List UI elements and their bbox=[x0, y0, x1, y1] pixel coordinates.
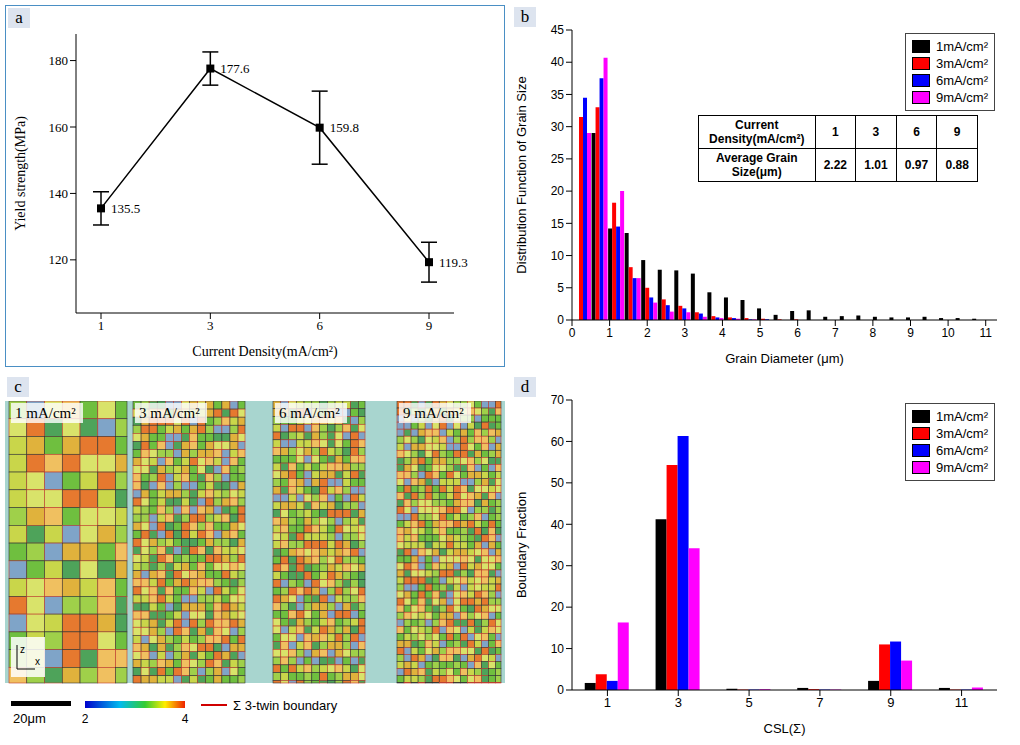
svg-text:1 mA/cm²: 1 mA/cm² bbox=[15, 405, 76, 421]
svg-text:35: 35 bbox=[551, 88, 565, 102]
svg-text:2: 2 bbox=[82, 712, 89, 726]
svg-text:3: 3 bbox=[207, 318, 214, 333]
svg-text:10: 10 bbox=[551, 642, 565, 656]
svg-text:177.6: 177.6 bbox=[220, 61, 250, 76]
svg-text:1: 1 bbox=[604, 695, 611, 710]
svg-text:6: 6 bbox=[316, 318, 323, 333]
svg-text:11: 11 bbox=[955, 695, 969, 710]
svg-text:Grain Diameter (μm): Grain Diameter (μm) bbox=[725, 351, 844, 366]
svg-text:11: 11 bbox=[979, 326, 992, 340]
svg-text:5: 5 bbox=[745, 695, 752, 710]
svg-text:140: 140 bbox=[49, 186, 69, 201]
svg-text:9: 9 bbox=[426, 318, 433, 333]
svg-text:40: 40 bbox=[551, 55, 565, 69]
html-text:c: c bbox=[14, 377, 22, 396]
svg-text:Σ 3-twin boundary: Σ 3-twin boundary bbox=[233, 698, 338, 713]
svg-text:9 mA/cm²: 9 mA/cm² bbox=[403, 405, 464, 421]
svg-text:20: 20 bbox=[551, 600, 565, 614]
svg-text:CSL(Σ): CSL(Σ) bbox=[764, 721, 806, 736]
html-text:1mA/cm²: 1mA/cm² bbox=[936, 39, 988, 54]
html-text:9: 9 bbox=[953, 125, 961, 139]
svg-text:x: x bbox=[35, 656, 40, 667]
svg-text:3: 3 bbox=[681, 326, 688, 340]
html-text:2.22: 2.22 bbox=[823, 158, 847, 172]
html-text:6: 6 bbox=[913, 125, 920, 139]
svg-text:160: 160 bbox=[49, 120, 69, 135]
svg-text:10: 10 bbox=[551, 249, 565, 263]
svg-text:45: 45 bbox=[551, 23, 565, 37]
html-text:b: b bbox=[520, 7, 530, 26]
svg-text:7: 7 bbox=[832, 326, 839, 340]
svg-text:0: 0 bbox=[557, 313, 564, 327]
svg-text:4: 4 bbox=[182, 712, 189, 726]
svg-text:7: 7 bbox=[816, 695, 823, 710]
svg-text:3: 3 bbox=[675, 695, 682, 710]
html-text:Current Density(mA/cm²): Current Density(mA/cm²) bbox=[709, 118, 805, 146]
svg-text:Yield strength(MPa): Yield strength(MPa) bbox=[13, 116, 29, 231]
html-text:1.01: 1.01 bbox=[864, 158, 888, 172]
svg-text:20μm: 20μm bbox=[13, 711, 46, 726]
svg-text:135.5: 135.5 bbox=[111, 201, 140, 216]
svg-text:6 mA/cm²: 6 mA/cm² bbox=[279, 405, 340, 421]
svg-text:120: 120 bbox=[49, 252, 69, 267]
html-text:0.97: 0.97 bbox=[904, 158, 929, 172]
svg-text:Current Density(mA/cm²): Current Density(mA/cm²) bbox=[192, 344, 338, 360]
svg-text:z: z bbox=[20, 644, 25, 655]
svg-text:5: 5 bbox=[757, 326, 764, 340]
svg-text:4: 4 bbox=[719, 326, 726, 340]
html-text:9mA/cm²: 9mA/cm² bbox=[936, 90, 988, 105]
svg-text:Boundary Fraction: Boundary Fraction bbox=[514, 492, 529, 598]
html-text:6mA/cm²: 6mA/cm² bbox=[936, 443, 988, 458]
svg-text:180: 180 bbox=[49, 53, 69, 68]
html-text:6mA/cm²: 6mA/cm² bbox=[936, 73, 988, 88]
svg-text:8: 8 bbox=[870, 326, 877, 340]
svg-text:6: 6 bbox=[794, 326, 801, 340]
svg-text:30: 30 bbox=[551, 120, 565, 134]
html-text:1: 1 bbox=[832, 125, 839, 139]
svg-text:3 mA/cm²: 3 mA/cm² bbox=[139, 405, 200, 421]
svg-text:1: 1 bbox=[606, 326, 613, 340]
svg-text:2: 2 bbox=[644, 326, 651, 340]
svg-text:60: 60 bbox=[551, 435, 565, 449]
svg-text:20: 20 bbox=[551, 184, 565, 198]
html-text:a: a bbox=[15, 8, 23, 27]
svg-text:0: 0 bbox=[557, 683, 564, 697]
svg-text:15: 15 bbox=[551, 217, 565, 231]
svg-text:70: 70 bbox=[551, 393, 565, 407]
html-text:0.88: 0.88 bbox=[945, 158, 969, 172]
html-text:3: 3 bbox=[872, 125, 880, 139]
html-text:9mA/cm²: 9mA/cm² bbox=[936, 460, 988, 475]
svg-text:25: 25 bbox=[551, 152, 565, 166]
svg-text:10: 10 bbox=[941, 326, 955, 340]
html-text:3mA/cm²: 3mA/cm² bbox=[936, 56, 988, 71]
html-text:d: d bbox=[520, 377, 530, 396]
html-text:3mA/cm²: 3mA/cm² bbox=[936, 426, 988, 441]
svg-text:30: 30 bbox=[551, 559, 565, 573]
svg-text:9: 9 bbox=[907, 326, 914, 340]
svg-text:9: 9 bbox=[887, 695, 894, 710]
svg-text:0: 0 bbox=[569, 326, 576, 340]
svg-text:159.8: 159.8 bbox=[330, 120, 359, 135]
svg-text:1: 1 bbox=[98, 318, 105, 333]
svg-text:Distribution Function of Grain: Distribution Function of Grain Size bbox=[514, 76, 529, 273]
svg-text:119.3: 119.3 bbox=[439, 255, 468, 270]
svg-text:40: 40 bbox=[551, 518, 565, 532]
html-text:Average Grain Size(μm): Average Grain Size(μm) bbox=[716, 151, 798, 179]
svg-text:50: 50 bbox=[551, 476, 565, 490]
svg-text:5: 5 bbox=[557, 281, 564, 295]
html-text:1mA/cm²: 1mA/cm² bbox=[936, 409, 988, 424]
